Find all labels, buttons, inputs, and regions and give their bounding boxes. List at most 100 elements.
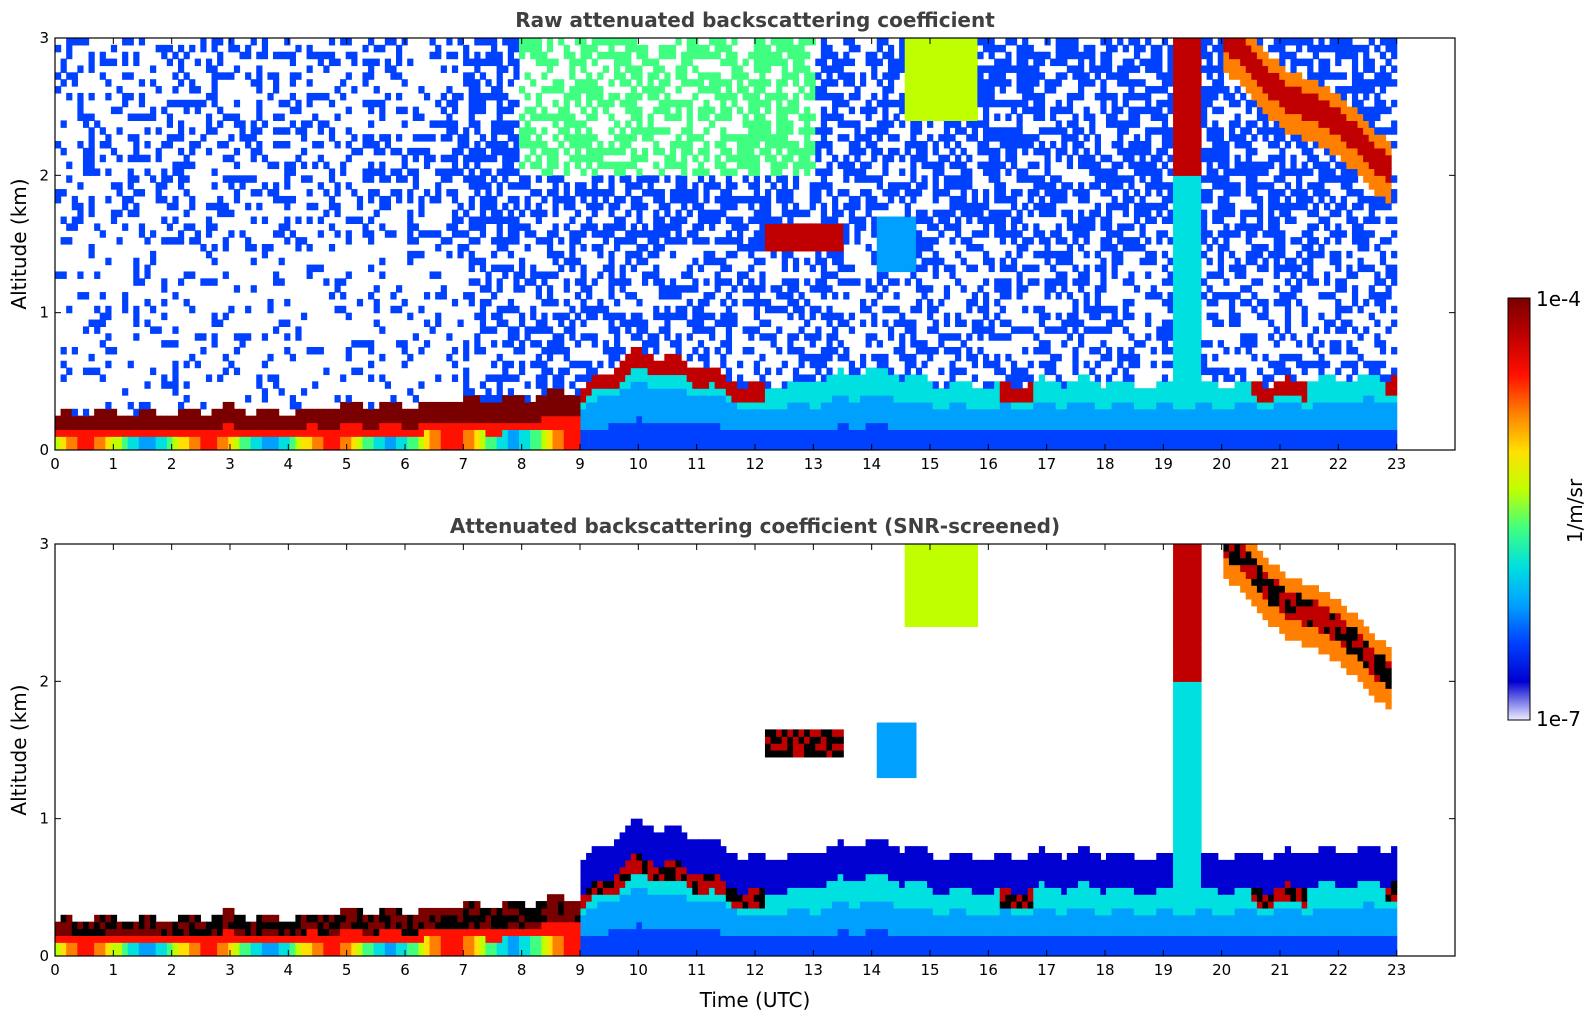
heatmap-cell [876, 250, 883, 259]
heatmap-cell [261, 216, 269, 224]
heatmap-cell [982, 161, 990, 170]
heatmap-cell [820, 360, 828, 369]
heatmap-cell [731, 429, 738, 437]
heatmap-cell [177, 65, 185, 73]
heatmap-cell [664, 436, 671, 444]
heatmap-cell [569, 408, 576, 417]
heatmap-cell [927, 58, 934, 67]
heatmap-cell [994, 58, 1001, 67]
heatmap-cell [569, 154, 576, 163]
heatmap-cell [368, 195, 375, 204]
heatmap-cell [502, 422, 509, 430]
heatmap-cell [921, 292, 928, 300]
heatmap-cell [837, 415, 844, 424]
heatmap-cell [368, 230, 375, 238]
heatmap-cell [725, 182, 733, 190]
heatmap-cell [871, 312, 878, 321]
heatmap-cell [614, 367, 621, 376]
heatmap-cell [619, 147, 626, 156]
heatmap-cell [222, 353, 229, 362]
heatmap-cell [865, 443, 872, 450]
heatmap-cell [882, 353, 889, 362]
heatmap-cell [658, 408, 665, 417]
heatmap-cell [183, 298, 190, 307]
heatmap-cell [228, 360, 235, 369]
heatmap-cell [955, 79, 962, 87]
heatmap-cell [407, 353, 414, 362]
heatmap-cell [261, 333, 269, 341]
heatmap-cell [446, 408, 453, 417]
heatmap-cell [938, 44, 945, 53]
heatmap-cell [155, 154, 162, 163]
heatmap-cell [960, 340, 967, 348]
heatmap-cell [641, 271, 649, 279]
heatmap-cell [703, 209, 710, 218]
heatmap-cell [1005, 388, 1012, 396]
heatmap-cell [435, 120, 442, 128]
heatmap-cell [748, 120, 755, 128]
heatmap-cell [943, 189, 951, 197]
heatmap-cell [233, 347, 241, 355]
heatmap-cell [183, 395, 190, 403]
heatmap-cell [748, 278, 755, 286]
heatmap-cell [217, 443, 224, 450]
heatmap-cell [764, 195, 772, 204]
heatmap-cell [574, 340, 582, 348]
heatmap-cell [865, 422, 872, 430]
heatmap-cell [647, 113, 654, 121]
heatmap-cell [625, 401, 632, 410]
heatmap-cell [949, 175, 956, 183]
heatmap-cell [641, 360, 649, 369]
heatmap-cell [675, 106, 682, 115]
heatmap-cell [697, 305, 705, 314]
heatmap-cell [848, 381, 856, 389]
heatmap-cell [664, 395, 671, 403]
heatmap-cell [591, 401, 598, 410]
heatmap-cell [94, 168, 101, 176]
heatmap-cell [541, 168, 548, 176]
heatmap-cell [960, 401, 967, 410]
heatmap-cell [491, 436, 498, 444]
heatmap-cell [94, 319, 101, 327]
heatmap-cell [412, 154, 419, 163]
heatmap-cell [217, 51, 224, 60]
heatmap-cell [697, 443, 705, 450]
heatmap-cell [77, 422, 84, 430]
heatmap-cell [697, 319, 705, 327]
heatmap-cell [686, 285, 693, 293]
heatmap-cell [753, 86, 760, 94]
heatmap-cell [535, 319, 542, 327]
heatmap-cell [692, 134, 699, 142]
heatmap-cell [1016, 429, 1023, 437]
heatmap-cell [1016, 422, 1023, 430]
heatmap-cell [748, 285, 755, 293]
heatmap-cell [440, 120, 447, 128]
heatmap-cell [787, 285, 794, 293]
heatmap-cell [250, 134, 257, 142]
heatmap-cell [217, 141, 224, 149]
heatmap-cell [144, 422, 151, 430]
heatmap-cell [887, 443, 895, 450]
heatmap-cell [720, 202, 727, 211]
heatmap-cell [625, 257, 632, 266]
heatmap-cell [971, 92, 978, 101]
heatmap-cell [546, 388, 554, 396]
heatmap-cell [653, 429, 660, 437]
heatmap-cell [887, 147, 895, 156]
heatmap-cell [681, 360, 688, 369]
heatmap-cell [804, 319, 811, 327]
heatmap-cell [809, 223, 816, 231]
heatmap-cell [915, 127, 923, 135]
heatmap-cell [586, 360, 593, 369]
heatmap-cell [826, 312, 833, 321]
heatmap-cell [820, 264, 828, 273]
heatmap-cell [558, 79, 565, 87]
heatmap-cell [848, 360, 856, 369]
heatmap-cell [759, 395, 766, 403]
heatmap-cell [468, 72, 475, 80]
heatmap-cell [189, 271, 196, 279]
heatmap-cell [614, 195, 621, 204]
heatmap-cell [731, 38, 738, 46]
heatmap-cell [552, 415, 559, 424]
heatmap-cell [636, 312, 643, 321]
